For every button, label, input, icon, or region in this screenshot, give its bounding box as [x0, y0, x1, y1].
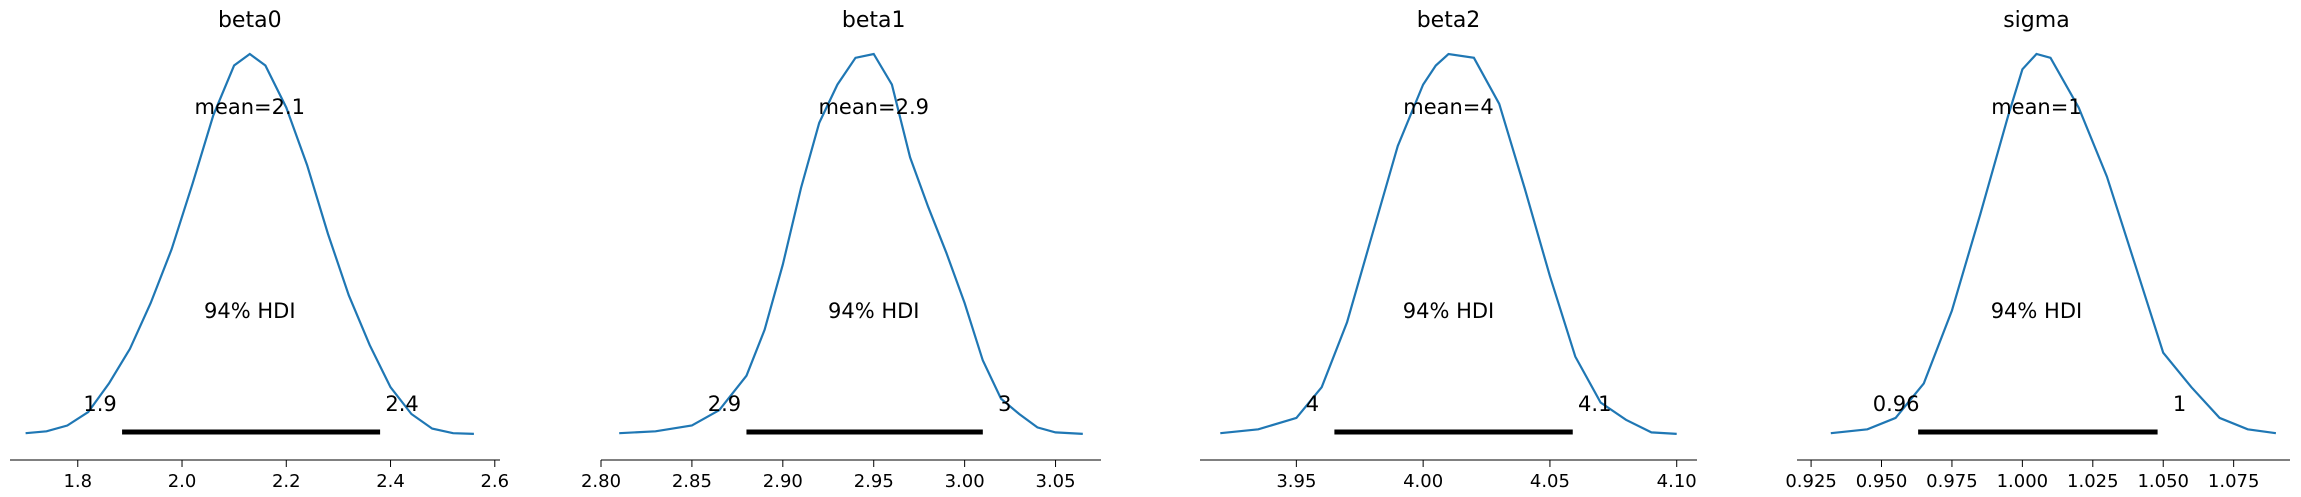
x-tick-label: 3.05: [1036, 471, 1076, 492]
x-tick-label: 1.8: [63, 471, 92, 492]
panel-title: beta1: [842, 8, 906, 33]
x-tick-label: 1.025: [2067, 471, 2119, 492]
x-tick-label: 4.10: [1657, 471, 1697, 492]
hdi-label: 94% HDI: [828, 299, 920, 323]
hdi-label: 94% HDI: [1991, 299, 2083, 323]
density-curve: [1830, 52, 2277, 435]
hdi-label: 94% HDI: [204, 299, 296, 323]
mean-label: mean=4: [1403, 95, 1494, 119]
mean-label: mean=1: [1991, 95, 2082, 119]
x-tick-label: 2.95: [854, 471, 894, 492]
x-tick-label: 0.975: [1926, 471, 1978, 492]
panel-sigma: sigma mean=1 94% HDI 0.96 1 0.925 0.950 0.975 1.…: [1785, 8, 2290, 492]
x-tick-label: 0.925: [1785, 471, 1837, 492]
x-tick-label: 1.000: [1997, 471, 2049, 492]
x-tick-label: 4.00: [1403, 471, 1443, 492]
x-tick-label: 2.6: [480, 471, 509, 492]
x-tick-label: 2.4: [376, 471, 405, 492]
hdi-high-label: 2.4: [385, 392, 418, 416]
x-tick-label: 1.075: [2208, 471, 2260, 492]
x-tick-label: 2.85: [672, 471, 712, 492]
panel-title: sigma: [2003, 8, 2069, 33]
mean-label: mean=2.9: [818, 95, 929, 119]
x-tick-label: 3.00: [945, 471, 985, 492]
density-curve: [619, 52, 1083, 435]
hdi-low-label: 0.96: [1873, 392, 1920, 416]
hdi-low-label: 4: [1306, 392, 1319, 416]
hdi-low-label: 1.9: [83, 392, 116, 416]
density-curve: [25, 52, 474, 435]
hdi-high-label: 3: [998, 392, 1011, 416]
x-tick-label: 4.05: [1530, 471, 1570, 492]
x-tick-label: 1.050: [2137, 471, 2189, 492]
panel-beta2: beta2 mean=4 94% HDI 4 4.1 3.95 4.00 4.05 4.10: [1200, 8, 1697, 492]
panel-beta1: beta1 mean=2.9 94% HDI 2.9 3 2.80 2.85 2.90 2.95…: [581, 8, 1101, 492]
hdi-high-label: 4.1: [1578, 392, 1611, 416]
x-tick-label: 2.0: [168, 471, 197, 492]
x-tick-label: 3.95: [1276, 471, 1316, 492]
hdi-low-label: 2.9: [708, 392, 741, 416]
panel-title: beta0: [218, 8, 282, 33]
density-curve: [1220, 52, 1677, 435]
hdi-high-label: 1: [2173, 392, 2186, 416]
panel-beta0: beta0 mean=2.1 94% HDI 1.9 2.4 1.8 2.0 2.2 2.4 2.…: [10, 8, 509, 492]
x-tick-label: 2.2: [272, 471, 301, 492]
x-tick-label: 0.950: [1856, 471, 1908, 492]
mean-label: mean=2.1: [195, 95, 306, 119]
x-tick-label: 2.80: [581, 471, 621, 492]
hdi-label: 94% HDI: [1403, 299, 1495, 323]
x-tick-label: 2.90: [763, 471, 803, 492]
panel-title: beta2: [1417, 8, 1481, 33]
